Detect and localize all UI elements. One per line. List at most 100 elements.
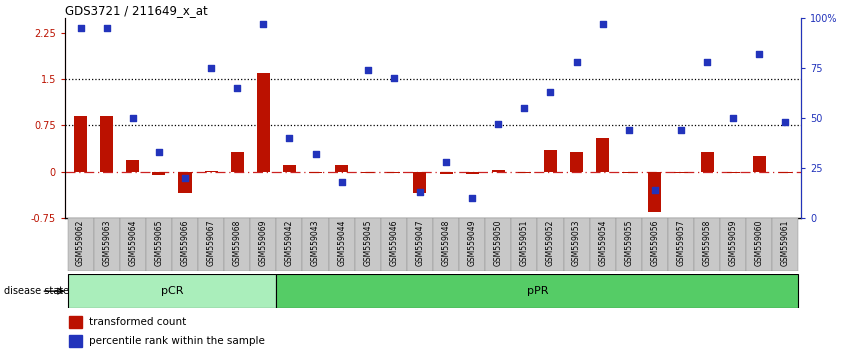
Bar [440, 172, 453, 174]
Bar [746, 218, 772, 271]
Point [152, 149, 166, 155]
Point [335, 179, 349, 184]
Bar [276, 274, 798, 308]
Point [387, 75, 401, 80]
Bar [407, 218, 433, 271]
Text: GSM559068: GSM559068 [233, 219, 242, 266]
Bar [68, 274, 276, 308]
Point [465, 195, 479, 200]
Point [570, 59, 584, 64]
Bar [649, 172, 662, 212]
Bar [328, 218, 355, 271]
Text: GSM559054: GSM559054 [598, 219, 607, 266]
Text: GSM559058: GSM559058 [702, 219, 712, 266]
Text: GSM559064: GSM559064 [128, 219, 138, 266]
Text: pCR: pCR [161, 286, 184, 296]
Text: GSM559043: GSM559043 [311, 219, 320, 266]
Bar [198, 218, 224, 271]
Bar [466, 172, 479, 174]
Point [544, 89, 558, 95]
Bar [596, 138, 609, 172]
Text: GSM559067: GSM559067 [207, 219, 216, 266]
Bar [100, 116, 113, 172]
Bar [694, 218, 721, 271]
Bar [721, 218, 746, 271]
Text: GSM559042: GSM559042 [285, 219, 294, 266]
Bar [668, 218, 694, 271]
Point [256, 21, 270, 27]
Bar [753, 156, 766, 172]
Point [674, 127, 688, 132]
Bar [361, 172, 374, 173]
Bar [772, 218, 798, 271]
Bar [623, 172, 636, 173]
Point [178, 175, 192, 181]
Bar [433, 218, 459, 271]
Bar [538, 218, 564, 271]
Text: disease state: disease state [4, 286, 69, 296]
Text: GSM559061: GSM559061 [781, 219, 790, 266]
Point [204, 65, 218, 70]
Point [282, 135, 296, 141]
Bar [616, 218, 642, 271]
Text: GDS3721 / 211649_x_at: GDS3721 / 211649_x_at [65, 4, 208, 17]
Bar [413, 172, 426, 193]
Point [413, 189, 427, 195]
Text: GSM559065: GSM559065 [154, 219, 164, 266]
Text: GSM559059: GSM559059 [728, 219, 738, 266]
Text: GSM559053: GSM559053 [572, 219, 581, 266]
Bar [68, 335, 82, 347]
Bar [727, 172, 740, 173]
Bar [230, 152, 243, 172]
Bar [152, 172, 165, 175]
Point [517, 105, 531, 110]
Point [700, 59, 714, 64]
Bar [485, 218, 511, 271]
Point [753, 51, 766, 57]
Text: GSM559052: GSM559052 [546, 219, 555, 266]
Text: percentile rank within the sample: percentile rank within the sample [88, 336, 264, 346]
Text: GSM559049: GSM559049 [468, 219, 476, 266]
Bar [145, 218, 172, 271]
Bar [564, 218, 590, 271]
Bar [387, 172, 400, 173]
Bar [381, 218, 407, 271]
Bar [518, 172, 531, 173]
Bar [511, 218, 538, 271]
Text: GSM559046: GSM559046 [390, 219, 398, 266]
Text: pPR: pPR [527, 286, 548, 296]
Bar [309, 172, 322, 173]
Bar [590, 218, 616, 271]
Point [779, 119, 792, 125]
Bar [94, 218, 120, 271]
Bar [68, 316, 82, 328]
Point [230, 85, 244, 91]
Text: GSM559047: GSM559047 [416, 219, 424, 266]
Bar [126, 160, 139, 172]
Bar [570, 152, 583, 172]
Bar [459, 218, 485, 271]
Bar [172, 218, 198, 271]
Text: GSM559055: GSM559055 [624, 219, 633, 266]
Point [100, 25, 113, 30]
Bar [779, 172, 792, 173]
Point [491, 121, 505, 126]
Text: GSM559048: GSM559048 [442, 219, 450, 266]
Text: GSM559066: GSM559066 [180, 219, 190, 266]
Bar [74, 116, 87, 172]
Bar [701, 152, 714, 172]
Text: GSM559050: GSM559050 [494, 219, 503, 266]
Bar [302, 218, 328, 271]
Text: GSM559069: GSM559069 [259, 219, 268, 266]
Text: GSM559057: GSM559057 [676, 219, 686, 266]
Bar [257, 73, 270, 172]
Bar [120, 218, 145, 271]
Bar [492, 170, 505, 172]
Text: transformed count: transformed count [88, 317, 185, 327]
Text: GSM559062: GSM559062 [76, 219, 85, 266]
Bar [204, 171, 217, 172]
Bar [675, 172, 688, 173]
Point [596, 21, 610, 27]
Point [648, 187, 662, 193]
Bar [250, 218, 276, 271]
